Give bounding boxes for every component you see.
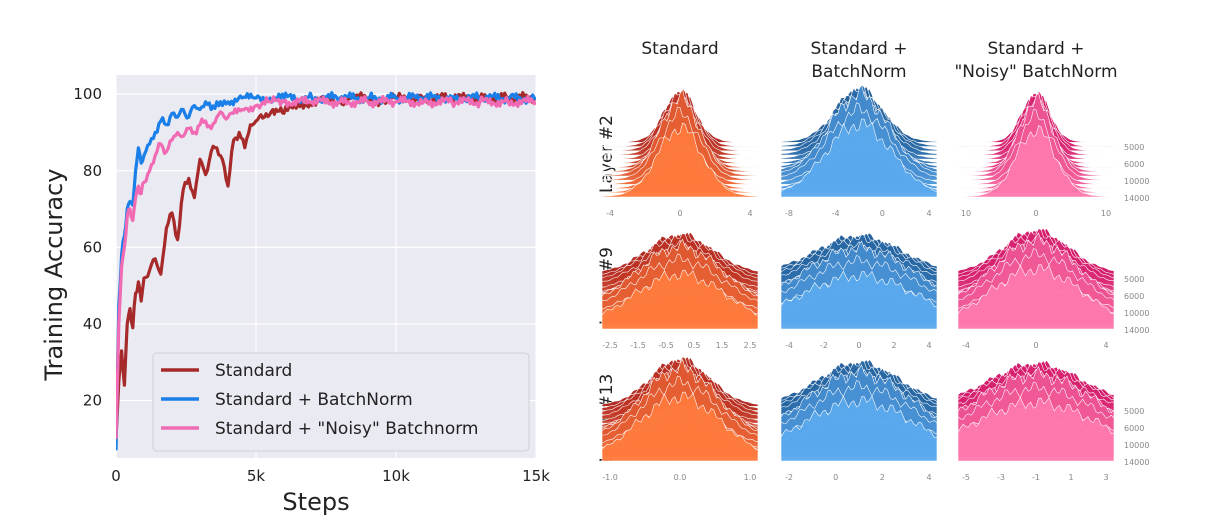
training-accuracy-chart: 0 5k 10k 15k 20 40 60 80 100 Steps Training Accura…	[40, 75, 550, 516]
column-title: BatchNorm	[811, 62, 906, 82]
ridge-tick-label: -8	[785, 209, 793, 218]
ridge-tick-label: 4	[926, 209, 931, 218]
ridge-tick-label: 1	[1068, 473, 1073, 482]
column-title: "Noisy" BatchNorm	[954, 62, 1117, 82]
ridge-tick-label: 0	[1033, 341, 1038, 350]
ridge-tick-label: 1.0	[744, 473, 757, 482]
column-title: Standard +	[988, 39, 1085, 59]
step-label: 14000	[1124, 194, 1149, 203]
ridge-tick-label: -2	[820, 341, 828, 350]
ridge-tick-label: 0	[677, 209, 682, 218]
step-label: 10000	[1124, 309, 1149, 318]
ridge-tick-label: -4	[962, 341, 970, 350]
x-tick-label: 10k	[382, 467, 410, 485]
ridge-tick-label: 10	[1101, 209, 1111, 218]
ridge-layer	[780, 118, 938, 198]
ridge-layer	[601, 122, 759, 198]
y-tick-label: 20	[83, 392, 102, 410]
step-label: 5000	[1124, 407, 1144, 416]
y-tick-label: 100	[73, 85, 102, 103]
ridge-tick-label: 0.5	[688, 341, 701, 350]
step-label: 5000	[1124, 275, 1144, 284]
ridge-tick-label: 0	[856, 341, 861, 350]
step-label: 6000	[1124, 424, 1144, 433]
ridge-tick-label: -4	[785, 341, 793, 350]
series-line-3	[116, 94, 536, 439]
ridge-tick-label: 2.5	[744, 341, 757, 350]
ridge-tick-label: 2	[891, 341, 896, 350]
ridge-layer	[957, 264, 1115, 330]
ridge-tick-label: -1.5	[630, 341, 646, 350]
ridge-tick-label: 1.5	[716, 341, 729, 350]
legend-box	[152, 352, 530, 452]
ridge-tick-label: -1	[1032, 473, 1040, 482]
y-tick-label: 60	[83, 238, 102, 256]
ridge-tick-label: -0.5	[658, 341, 674, 350]
ridge-layer	[957, 125, 1115, 198]
x-tick-label: 5k	[247, 467, 266, 485]
step-label: 10000	[1124, 177, 1149, 186]
ridge-layer	[957, 396, 1115, 462]
ridge-layer	[601, 391, 759, 462]
ridge-layer	[780, 270, 938, 330]
y-tick-label: 40	[83, 315, 102, 333]
step-label: 6000	[1124, 160, 1144, 169]
ridge-tick-label: 2	[880, 473, 885, 482]
step-label: 10000	[1124, 441, 1149, 450]
ridge-tick-label: -1.0	[602, 473, 618, 482]
ridge-tick-label: -4	[606, 209, 614, 218]
column-title: Standard	[641, 39, 718, 59]
step-label: 6000	[1124, 292, 1144, 301]
ridge-tick-label: -2	[785, 473, 793, 482]
ridge-tick-label: 4	[1103, 341, 1108, 350]
ridge-tick-label: 10	[961, 209, 971, 218]
ridge-tick-label: 4	[926, 341, 931, 350]
x-tick-label: 0	[111, 467, 121, 485]
legend-label: Standard	[215, 361, 292, 381]
y-tick-label: 80	[83, 162, 102, 180]
ridge-tick-label: 0	[1033, 209, 1038, 218]
ridge-tick-label: -5	[962, 473, 970, 482]
ridge-tick-label: 3	[1103, 473, 1108, 482]
activation-distribution-grid: Standard Standard + BatchNorm Standard + "No…	[597, 39, 1149, 482]
y-axis-label: Training Accuracy	[40, 169, 68, 382]
column-title: Standard +	[811, 39, 908, 59]
ridge-tick-label: -2.5	[602, 341, 618, 350]
ridge-tick-label: 4	[747, 209, 752, 218]
x-tick-label: 15k	[522, 467, 550, 485]
step-label: 14000	[1124, 458, 1149, 467]
ridge-tick-label: 0	[833, 473, 838, 482]
legend-label: Standard + BatchNorm	[215, 390, 413, 410]
ridge-tick-label: -4	[832, 209, 840, 218]
x-axis-label: Steps	[282, 488, 349, 516]
step-label: 14000	[1124, 326, 1149, 335]
ridge-tick-label: 4	[926, 473, 931, 482]
ridge-layer	[601, 269, 759, 330]
ridge-tick-label: -3	[997, 473, 1005, 482]
ridge-tick-label: 0.0	[674, 473, 687, 482]
ridge-layer	[780, 395, 938, 462]
row-label: Layer #2	[597, 115, 617, 193]
legend-label: Standard + "Noisy" Batchnorm	[215, 419, 478, 439]
ridge-tick-label: 0	[880, 209, 885, 218]
step-label: 5000	[1124, 143, 1144, 152]
